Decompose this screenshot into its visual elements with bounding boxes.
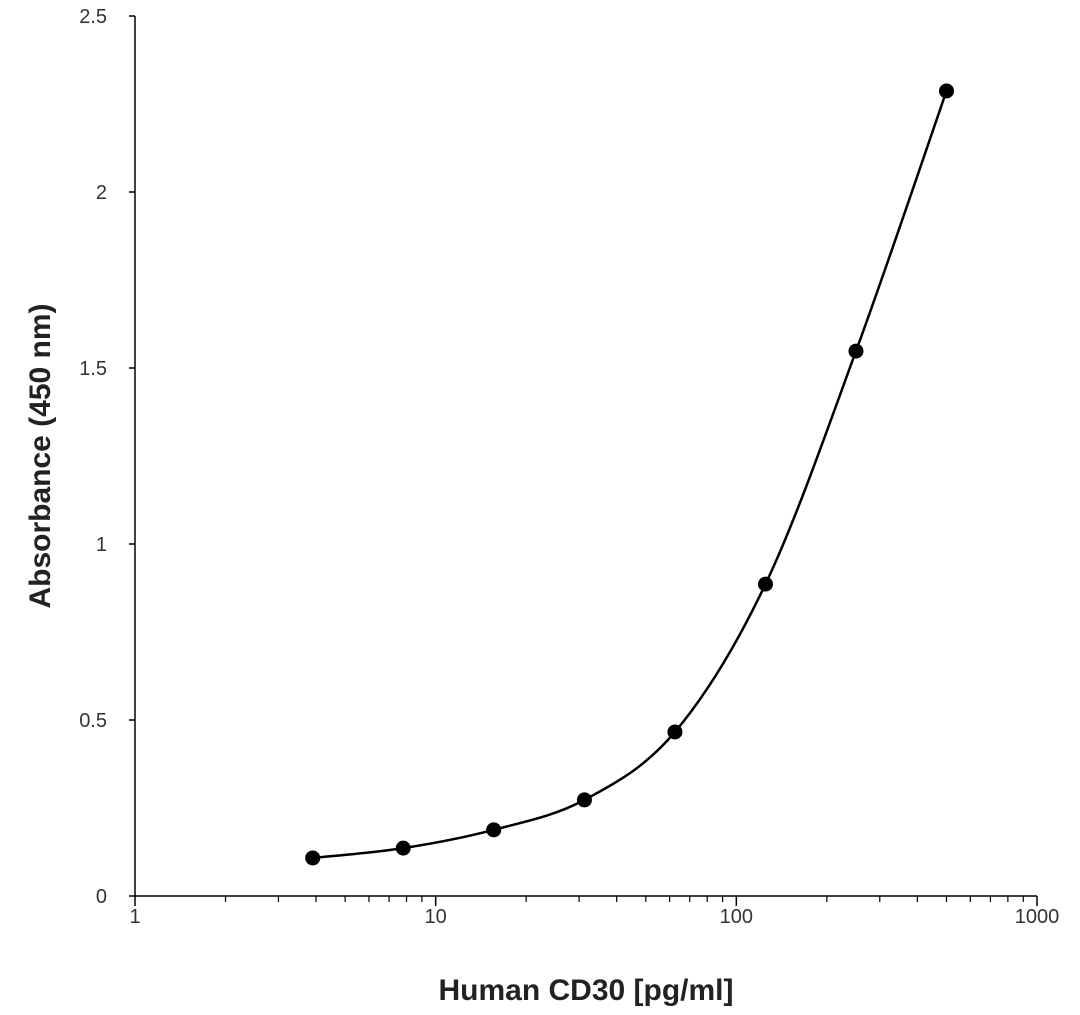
y-tick-label: 2 — [96, 182, 107, 204]
x-tick-label: 1 — [129, 906, 140, 928]
data-point — [757, 576, 773, 592]
data-point — [938, 83, 954, 99]
x-tick-label: 1000 — [1015, 906, 1060, 928]
data-point — [305, 850, 321, 866]
y-tick-label: 0.5 — [79, 710, 107, 732]
y-tick-label: 0 — [96, 886, 107, 908]
x-tick-label: 10 — [425, 906, 447, 928]
data-point — [848, 343, 864, 359]
axes: 0 0.5 1 1.5 2 2.5 1 10 100 1000 — [79, 6, 1059, 928]
data-point — [667, 724, 683, 740]
data-point — [576, 792, 592, 808]
x-axis-title: Human CD30 [pg/ml] — [438, 974, 733, 1007]
y-axis-title: Absorbance (450 nm) — [24, 303, 57, 608]
y-tick-label: 2.5 — [79, 6, 107, 28]
data-points — [305, 83, 954, 866]
y-tick-label: 1.5 — [79, 358, 107, 380]
x-tick-label: 100 — [720, 906, 753, 928]
data-point — [395, 840, 411, 856]
y-tick-label: 1 — [96, 534, 107, 556]
fit-curve — [312, 90, 948, 860]
data-point — [486, 822, 502, 838]
